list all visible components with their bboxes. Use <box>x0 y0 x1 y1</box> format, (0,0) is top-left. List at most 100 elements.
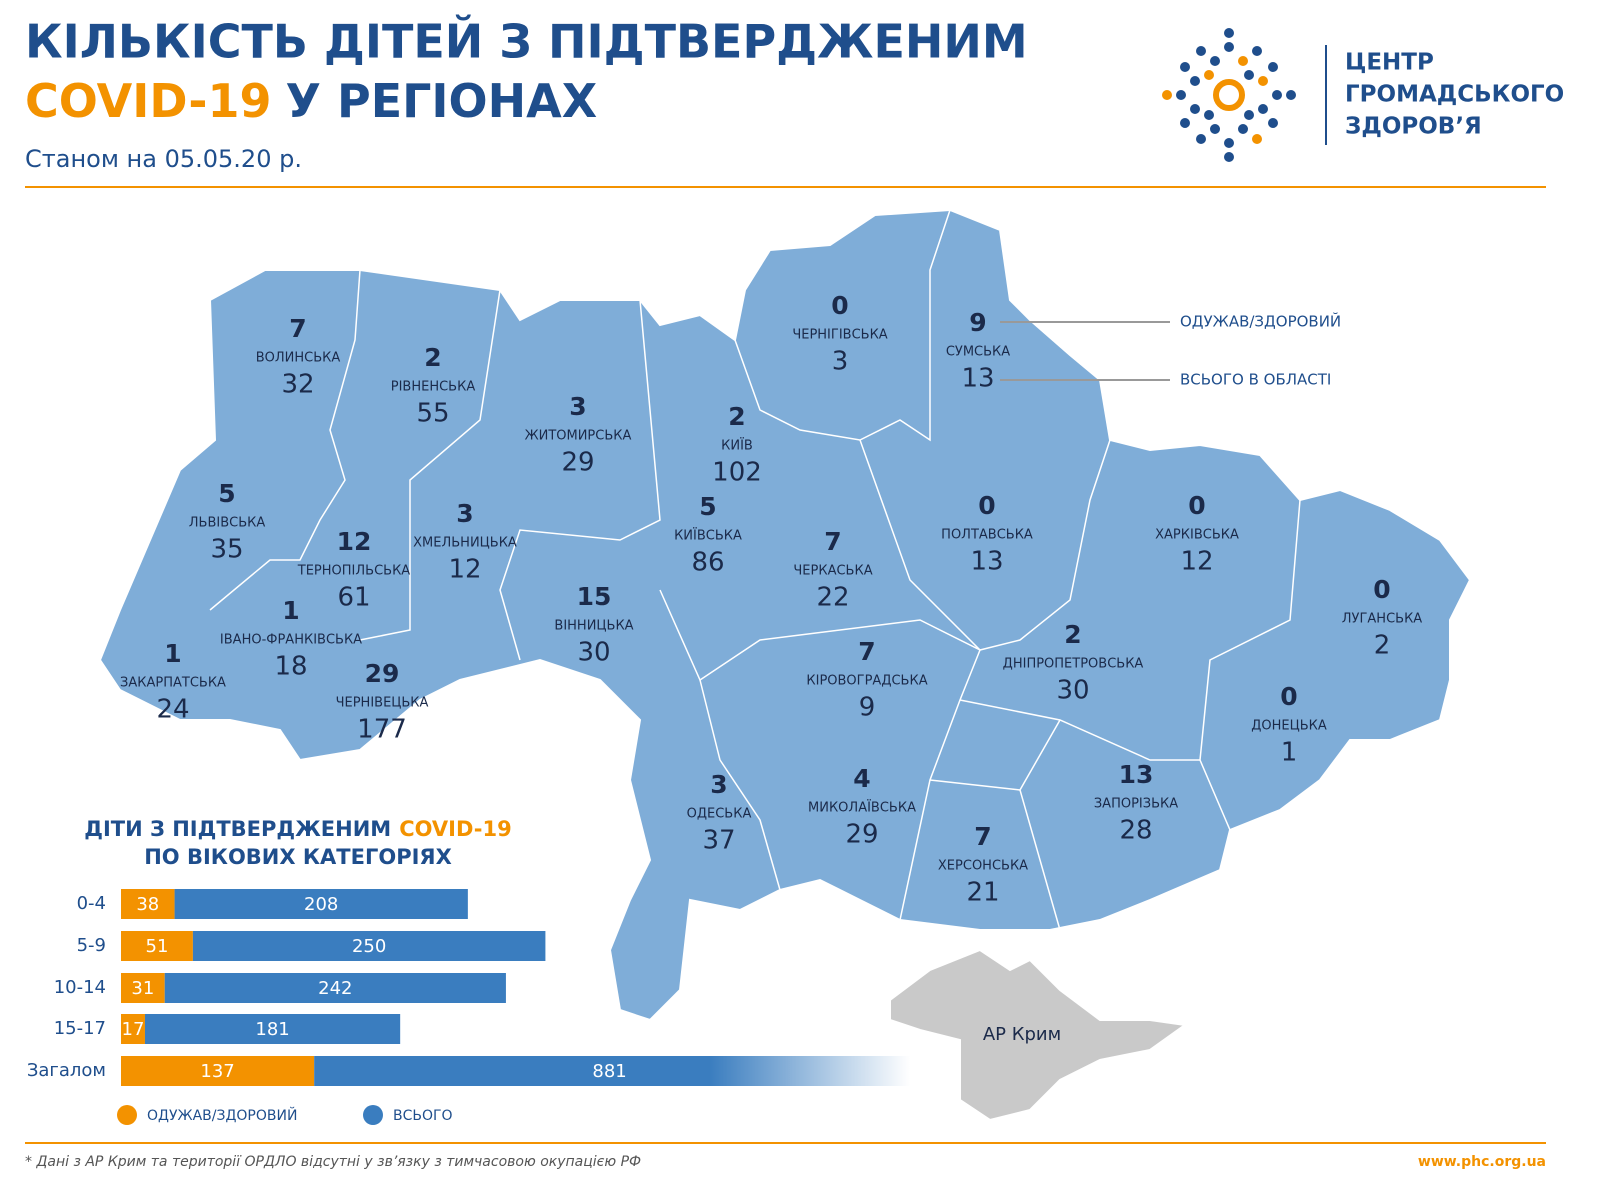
region-total: 9 <box>859 693 876 723</box>
bar-value-label: 181 <box>255 1019 289 1040</box>
logo-dot <box>1258 104 1268 114</box>
logo-dot <box>1244 70 1254 80</box>
bar-segment <box>174 889 468 919</box>
region-recovered: 13 <box>1119 760 1154 789</box>
region-name: ДОНЕЦЬКА <box>1251 719 1327 734</box>
logo-dot <box>1190 104 1200 114</box>
bar-value-label: 51 <box>146 936 169 957</box>
logo-dot <box>1180 62 1190 72</box>
region-total: 21 <box>966 878 999 908</box>
region-borders <box>209 209 1301 931</box>
bar-segment <box>121 889 175 919</box>
region-recovered: 9 <box>969 308 986 337</box>
region-recovered: 29 <box>365 659 400 688</box>
region-name: ОДЕСЬКА <box>687 807 752 822</box>
region-total: 37 <box>702 826 735 856</box>
category-label: 10-14 <box>54 977 106 998</box>
region-name: КИЇВ <box>721 438 753 454</box>
logo-dot <box>1258 76 1268 86</box>
bar-segment <box>121 973 165 1003</box>
region-name: РІВНЕНСЬКА <box>391 380 476 395</box>
logo-dot <box>1252 134 1262 144</box>
region-total: 102 <box>712 458 762 488</box>
logo-dot <box>1210 56 1220 66</box>
region-total: 61 <box>337 583 370 613</box>
logo-dot <box>1252 46 1262 56</box>
legend-label: ВСЬОГО <box>393 1108 453 1124</box>
region-recovered: 5 <box>699 492 716 521</box>
region-recovered: 5 <box>218 479 235 508</box>
region-name: ЛУГАНСЬКА <box>1342 612 1423 627</box>
title-line1: КІЛЬКІСТЬ ДІТЕЙ З ПІДТВЕРДЖЕНИМ <box>25 15 1028 69</box>
bar-group <box>121 931 546 961</box>
bar-segment <box>121 1014 145 1044</box>
region-name: ПОЛТАВСЬКА <box>941 528 1033 543</box>
legend-label: ОДУЖАВ/ЗДОРОВИЙ <box>147 1106 297 1124</box>
region-name: ХЕРСОНСЬКА <box>938 859 1028 874</box>
logo-dot <box>1238 124 1248 134</box>
bar-group <box>121 973 506 1003</box>
region-total: 29 <box>845 820 878 850</box>
bar-value-label: 250 <box>352 936 386 957</box>
region-recovered: 7 <box>974 822 991 851</box>
region-name: ХАРКІВСЬКА <box>1155 528 1239 543</box>
region-name: СУМСЬКА <box>946 345 1010 360</box>
logo-dot <box>1244 110 1254 120</box>
bar-group <box>121 1056 1557 1086</box>
region-name: ХМЕЛЬНИЦЬКА <box>413 536 517 551</box>
region-name: ЧЕРКАСЬКА <box>793 564 872 579</box>
category-label: 5-9 <box>77 935 106 956</box>
legend-marker <box>363 1105 383 1125</box>
region-total: 13 <box>970 547 1003 577</box>
logo-dot <box>1224 28 1234 38</box>
logo-dot <box>1204 70 1214 80</box>
footnote: * Дані з АР Крим та території ОРДЛО відс… <box>25 1154 641 1170</box>
logo-dot <box>1180 118 1190 128</box>
region-total: 24 <box>156 695 189 725</box>
crimea-label: АР Крим <box>983 1024 1061 1045</box>
subtitle: Станом на 05.05.20 р. <box>25 145 302 173</box>
region-recovered: 3 <box>456 499 473 528</box>
region-name: ТЕРНОПІЛЬСЬКА <box>297 564 411 579</box>
region-total: 30 <box>577 638 610 668</box>
callout-label: ОДУЖАВ/ЗДОРОВИЙ <box>1180 312 1341 331</box>
region-total: 29 <box>561 448 594 478</box>
bar-value-label: 17 <box>122 1019 145 1040</box>
bar-value-label: 881 <box>592 1061 626 1082</box>
region-recovered: 2 <box>424 343 441 372</box>
region-name: ЗАКАРПАТСЬКА <box>120 676 226 691</box>
region-recovered: 7 <box>289 314 306 343</box>
region-recovered: 2 <box>728 402 745 431</box>
bar-group <box>121 1014 401 1044</box>
region-total: 28 <box>1119 816 1152 846</box>
region-recovered: 0 <box>1280 682 1297 711</box>
region-name: ЗАПОРІЗЬКА <box>1094 797 1178 812</box>
logo-dot <box>1196 134 1206 144</box>
callout-label: ВСЬОГО В ОБЛАСТІ <box>1180 371 1331 389</box>
bar-segment <box>121 931 193 961</box>
region-total: 12 <box>1180 547 1213 577</box>
region-recovered: 2 <box>1064 620 1081 649</box>
title-highlight: COVID-19 <box>25 74 272 128</box>
region-name: ЧЕРНІГІВСЬКА <box>792 328 887 343</box>
logo-dot <box>1196 46 1206 56</box>
category-label: 15-17 <box>54 1018 106 1039</box>
region-recovered: 0 <box>831 291 848 320</box>
logo-dot <box>1272 90 1282 100</box>
region-recovered: 12 <box>337 527 372 556</box>
logo-text: ЗДОРОВ’Я <box>1345 114 1482 140</box>
region-total: 3 <box>832 347 849 377</box>
region-name: ЛЬВІВСЬКА <box>189 516 266 531</box>
logo-dot <box>1224 138 1234 148</box>
chart-title-line1: ДІТИ З ПІДТВЕРДЖЕНИМ <box>84 817 391 841</box>
region-recovered: 4 <box>853 764 870 793</box>
logo-dot <box>1268 118 1278 128</box>
region-recovered: 1 <box>164 639 181 668</box>
logo-dot <box>1268 62 1278 72</box>
region-total: 177 <box>357 715 407 745</box>
logo-text: ГРОМАДСЬКОГО <box>1345 82 1564 108</box>
category-label: 0-4 <box>77 893 106 914</box>
region-total: 12 <box>448 555 481 585</box>
region-recovered: 7 <box>824 527 841 556</box>
